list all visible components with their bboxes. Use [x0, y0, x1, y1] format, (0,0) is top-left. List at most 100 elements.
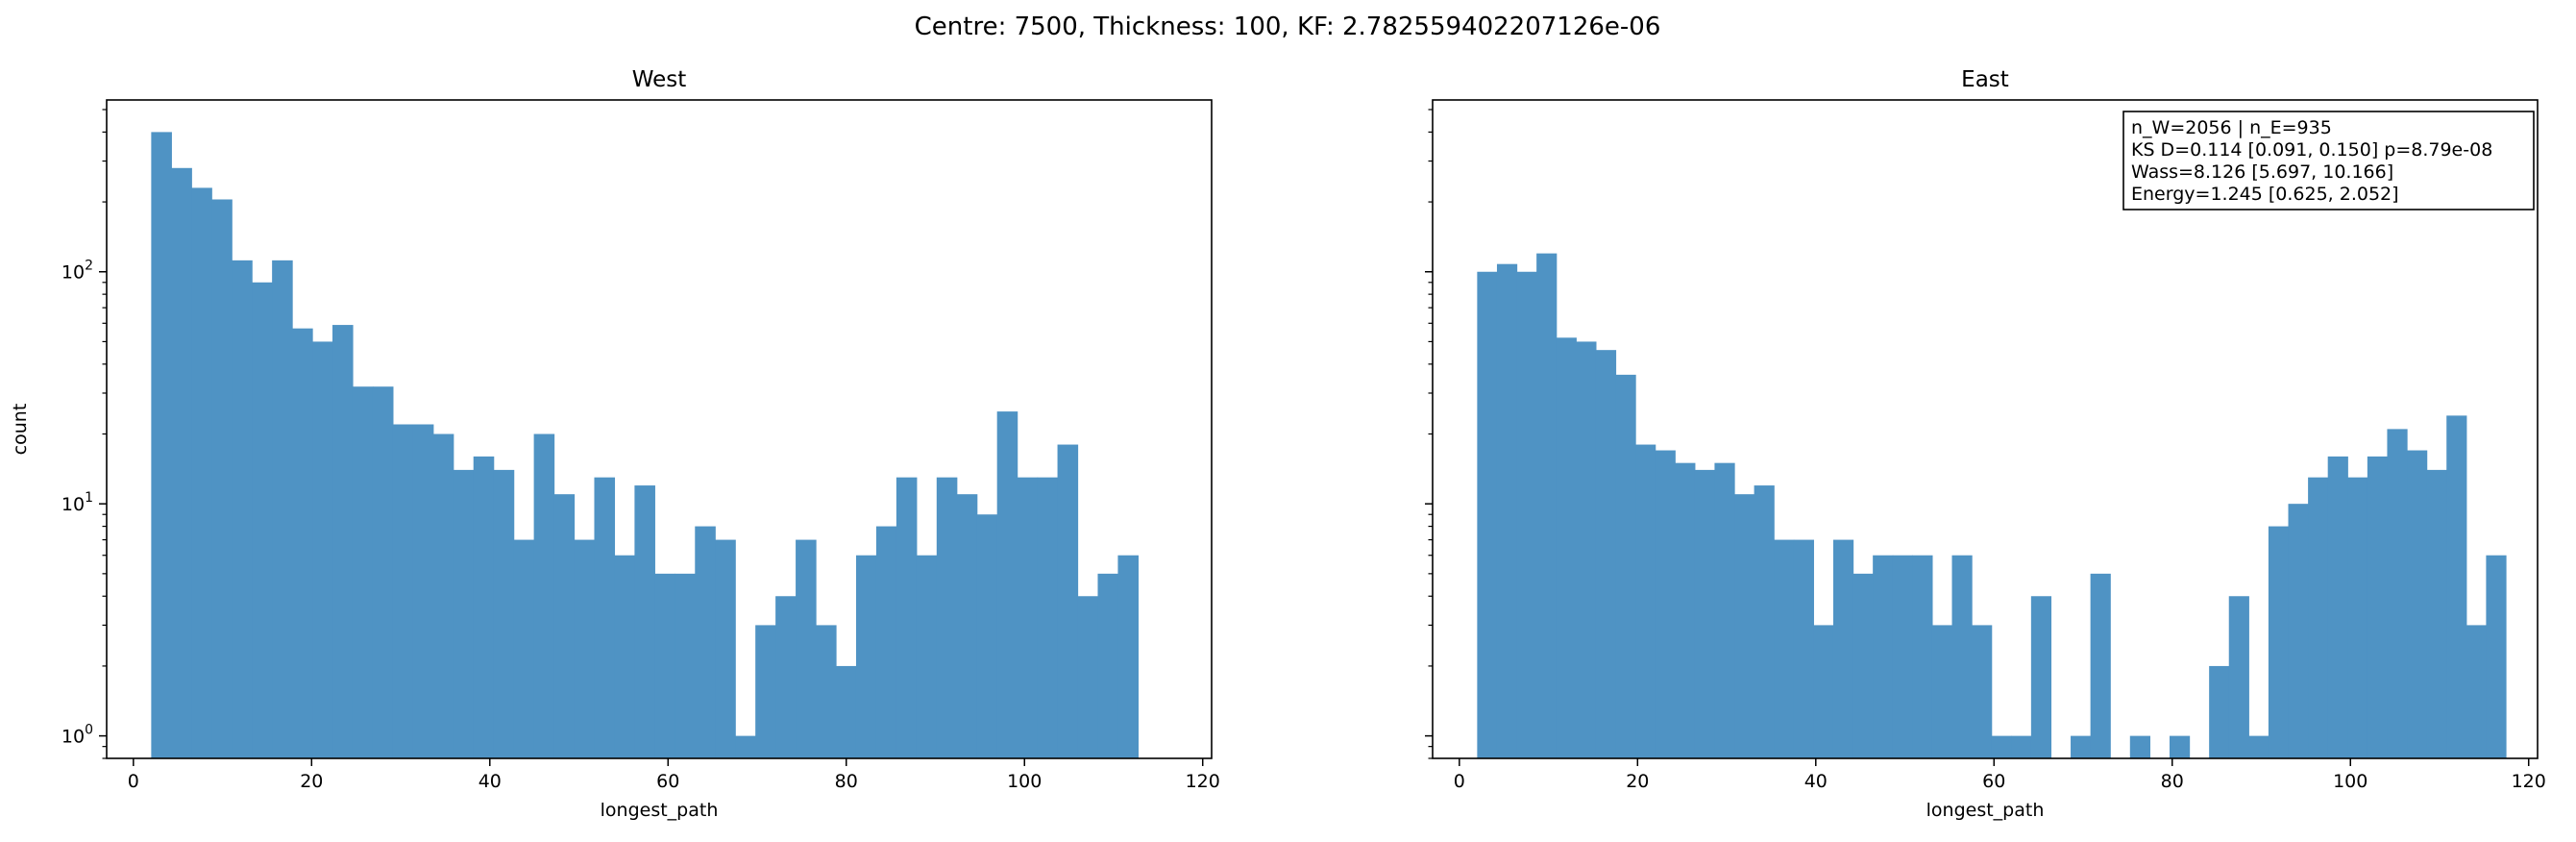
east-xlabel: longest_path [1926, 800, 2045, 821]
east-xtick-label: 60 [1982, 771, 2005, 792]
west-bar [372, 386, 394, 758]
east-bar [2347, 477, 2368, 758]
west-bar [412, 424, 434, 758]
west-bar [211, 199, 233, 759]
west-bar [352, 386, 374, 758]
west-xtick-label: 80 [835, 771, 858, 792]
east-bar [1556, 337, 1577, 758]
west-bar [1017, 477, 1039, 758]
stats-annotation-box [2122, 111, 2535, 210]
west-bar [574, 539, 596, 758]
east-bar [1774, 539, 1795, 758]
west-xtick-label: 60 [656, 771, 679, 792]
east-bar [2129, 735, 2150, 758]
west-ytick-label: 101 [61, 490, 93, 515]
east-bar [1595, 350, 1617, 758]
east-bars [1477, 253, 2507, 758]
west-bar [1117, 555, 1139, 758]
west-bar [816, 625, 837, 758]
west-bar [855, 555, 877, 758]
west-bar [675, 573, 696, 758]
east-bar [2407, 450, 2428, 758]
west-bar [594, 477, 616, 758]
east-bar [1675, 462, 1696, 758]
east-xtick-label: 80 [2161, 771, 2184, 792]
west-bars [151, 132, 1139, 759]
west-bar [1097, 573, 1119, 758]
west-bar [695, 526, 716, 758]
stats-line-ks: KS D=0.114 [0.091, 0.150] p=8.79e-08 [2131, 139, 2492, 161]
east-bar [1754, 485, 1775, 758]
west-bar [775, 596, 797, 758]
west-bar [1037, 477, 1059, 758]
east-bar [2486, 555, 2507, 758]
east-bar [2288, 504, 2309, 758]
east-title: East [1961, 67, 2009, 92]
east-bar [2367, 456, 2389, 758]
east-bar [1576, 341, 1597, 758]
west-ytick-label: 100 [61, 723, 93, 748]
stats-line-counts: n_W=2056 | n_E=935 [2131, 117, 2332, 138]
east-bar [1615, 374, 1636, 758]
west-xlabel: longest_path [601, 800, 719, 821]
east-xtick-label: 0 [1454, 771, 1465, 792]
west-bar [836, 665, 857, 758]
east-bar [2011, 735, 2032, 758]
west-bar [1077, 596, 1099, 758]
east-bar [1912, 555, 1933, 758]
east-bar [1852, 573, 1874, 758]
west-bar [654, 573, 675, 758]
west-bar [513, 539, 535, 758]
east-xtick-label: 120 [2512, 771, 2546, 792]
west-xtick-label: 100 [1007, 771, 1042, 792]
west-bar [252, 282, 273, 758]
west-bar [614, 555, 635, 758]
west-xtick-label: 120 [1186, 771, 1220, 792]
east-bar [2030, 596, 2052, 758]
west-bar [432, 433, 454, 758]
west-bar [232, 260, 253, 758]
stats-line-wass: Wass=8.126 [5.697, 10.166] [2131, 161, 2393, 183]
east-bar [1991, 735, 2012, 758]
west-bar [171, 167, 192, 759]
east-bar [2268, 526, 2290, 758]
west-bar [473, 456, 495, 758]
east-panel: East longest_path 0 20 40 60 80 100 120 n_W=20… [1425, 67, 2546, 821]
east-bar [1972, 625, 1993, 758]
west-bar [1057, 444, 1079, 758]
east-bar [1635, 444, 1656, 758]
east-bar [2248, 735, 2269, 758]
west-bar [735, 735, 756, 758]
east-bar [2327, 456, 2348, 758]
east-bar [2071, 735, 2092, 758]
east-bar [1734, 494, 1755, 758]
west-bar [755, 625, 776, 758]
west-panel: West longest_path count 0 20 40 60 80 100 120 1… [10, 67, 1220, 821]
east-bar [2090, 573, 2111, 758]
west-bar [191, 187, 212, 758]
west-title: West [632, 67, 687, 92]
east-bar [1951, 555, 1973, 758]
east-bar [1694, 469, 1716, 758]
east-bar [1516, 271, 1537, 758]
west-bar [332, 325, 354, 758]
west-bar [976, 514, 998, 758]
west-bar [956, 494, 978, 758]
west-xtick-label: 0 [128, 771, 139, 792]
east-bar [2466, 625, 2487, 758]
west-xtick-label: 40 [478, 771, 502, 792]
east-bar [2209, 665, 2230, 758]
east-xtick-label: 40 [1804, 771, 1828, 792]
west-bar [292, 328, 313, 758]
stats-annotation: n_W=2056 | n_E=935 KS D=0.114 [0.091, 0.… [2122, 111, 2535, 210]
east-bar [1813, 625, 1834, 758]
east-bar [1832, 539, 1854, 758]
east-bar [2446, 415, 2467, 758]
west-bar [493, 469, 515, 758]
east-bar [2169, 735, 2191, 758]
west-bar [916, 555, 938, 758]
east-bar [1536, 253, 1558, 758]
west-bar [875, 526, 897, 758]
east-bar [2308, 477, 2329, 758]
